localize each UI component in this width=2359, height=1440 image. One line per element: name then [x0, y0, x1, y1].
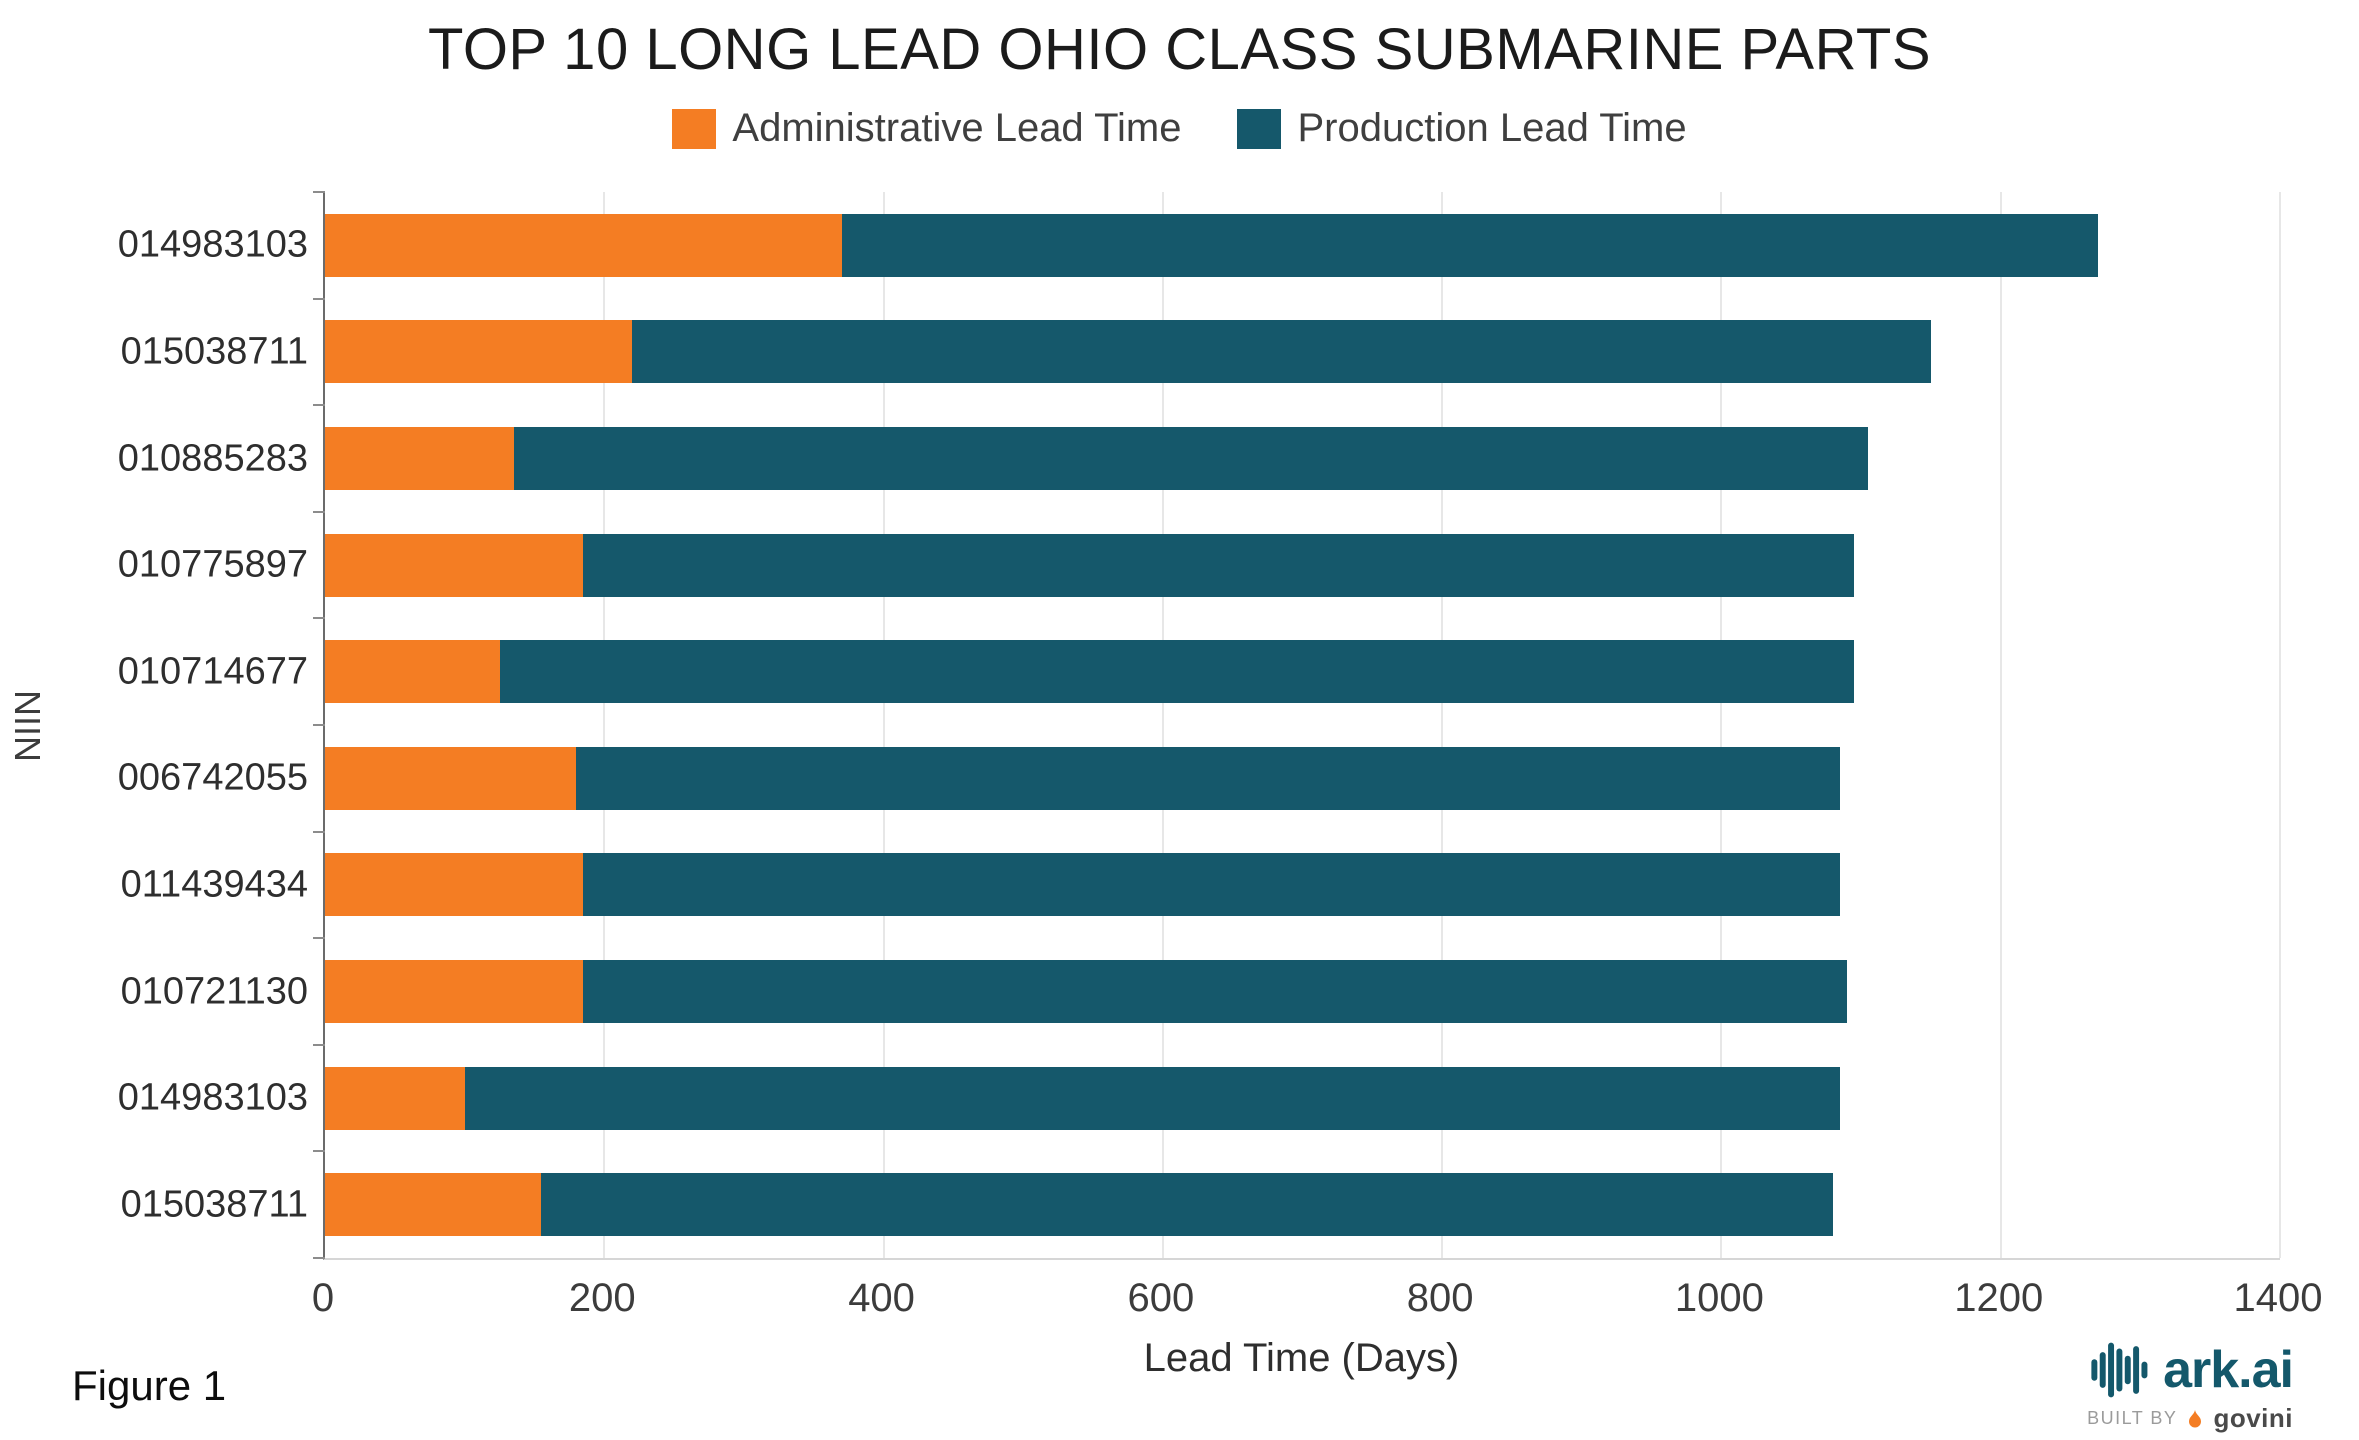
legend-label-production: Production Lead Time — [1297, 106, 1687, 150]
gridline — [603, 192, 606, 1258]
bar-segment-production — [841, 213, 2099, 277]
bar-row — [325, 213, 2099, 277]
bar-row — [325, 427, 1869, 490]
legend-label-administrative: Administrative Lead Time — [732, 106, 1182, 150]
x-tick-label: 1400 — [2233, 1276, 2323, 1320]
bar-segment-administrative — [325, 1173, 542, 1237]
bar-row — [325, 320, 1931, 384]
bar-row — [325, 640, 1855, 704]
built-by-label: BUILT BY — [2087, 1408, 2178, 1428]
y-category-label: 015038711 — [120, 330, 308, 373]
ark-logo: ark.ai — [2089, 1339, 2294, 1401]
bar-segment-production — [583, 853, 1841, 917]
plot-area — [313, 191, 2281, 1260]
y-category-label: 010775897 — [117, 543, 308, 586]
legend-swatch-production — [1237, 108, 1282, 149]
y-tick-mark — [313, 404, 325, 407]
gridline — [2279, 192, 2281, 1258]
bar-segment-administrative — [325, 640, 500, 704]
gridline — [882, 192, 885, 1258]
ark-logo-icon — [2091, 1342, 2148, 1398]
bar-segment-production — [499, 640, 1855, 704]
bar-segment-administrative — [325, 320, 633, 384]
bar-segment-production — [583, 960, 1848, 1023]
y-tick-mark — [313, 191, 325, 193]
bar-row — [325, 746, 1841, 810]
y-tick-mark — [313, 617, 325, 620]
y-tick-mark — [313, 937, 325, 940]
y-category-label: 010885283 — [117, 437, 308, 479]
bar-segment-production — [576, 746, 1841, 810]
bar-segment-administrative — [325, 960, 584, 1023]
x-axis-title: Lead Time (Days) — [1143, 1336, 1460, 1380]
gridline — [1720, 192, 1723, 1258]
built-by-row: BUILT BY govini — [2087, 1403, 2293, 1434]
y-tick-mark — [313, 724, 325, 726]
govini-flame-icon — [2189, 1409, 2202, 1427]
bar-row — [325, 853, 1841, 917]
y-tick-mark — [313, 1043, 325, 1046]
y-tick-mark — [313, 510, 325, 513]
gridline — [1441, 192, 1444, 1258]
bar-segment-production — [583, 533, 1855, 597]
bar-segment-administrative — [325, 427, 514, 490]
bar-segment-administrative — [325, 746, 577, 810]
bar-segment-administrative — [325, 533, 584, 597]
legend-item-administrative: Administrative Lead Time — [672, 106, 1181, 151]
y-category-label: 006742055 — [117, 756, 308, 799]
legend: Administrative Lead Time Production Lead… — [0, 106, 2359, 151]
bar-segment-production — [513, 427, 1869, 490]
y-tick-mark — [313, 297, 325, 300]
legend-item-production: Production Lead Time — [1237, 106, 1687, 151]
gridline — [1161, 192, 1164, 1258]
gridline — [1999, 192, 2002, 1258]
chart-title: TOP 10 LONG LEAD OHIO CLASS SUBMARINE PA… — [427, 17, 1932, 82]
x-tick-label: 1200 — [1954, 1276, 2044, 1320]
ark-logo-text: ark.ai — [2163, 1341, 2294, 1399]
x-tick-label: 0 — [311, 1276, 335, 1320]
bar-segment-administrative — [325, 213, 842, 277]
y-category-label: 011439434 — [120, 863, 308, 906]
x-tick-label: 1000 — [1674, 1276, 1764, 1320]
x-tick-label: 400 — [848, 1276, 915, 1320]
bar-segment-administrative — [325, 853, 584, 917]
y-category-label: 010714677 — [117, 650, 308, 693]
y-tick-mark — [313, 1150, 325, 1153]
y-category-label: 014983103 — [117, 1076, 308, 1119]
bar-row — [325, 960, 1848, 1023]
y-category-label: 015038711 — [120, 1183, 308, 1226]
y-category-label: 010721130 — [120, 970, 308, 1012]
figure-label: Figure 1 — [72, 1362, 227, 1409]
bar-segment-administrative — [325, 1066, 465, 1130]
branding: ark.ai BUILT BY govini — [2087, 1339, 2294, 1434]
legend-swatch-administrative — [672, 108, 717, 149]
govini-logo-text: govini — [2213, 1403, 2293, 1433]
bar-segment-production — [464, 1066, 1841, 1130]
bar-segment-production — [632, 320, 1931, 384]
x-tick-label: 600 — [1127, 1276, 1195, 1320]
bar-row — [325, 1066, 1841, 1130]
x-tick-label: 200 — [568, 1276, 636, 1320]
bar-row — [325, 533, 1855, 597]
y-axis-labels: 014983103 015038711 010885283 010775897 0107… — [0, 192, 308, 1260]
x-axis-tick-labels: 0 200 400 600 800 1000 1200 1400 — [312, 1276, 2323, 1328]
y-category-label: 014983103 — [117, 223, 308, 266]
bar-row — [325, 1173, 1834, 1237]
y-tick-mark — [313, 1257, 325, 1259]
x-tick-label: 800 — [1406, 1276, 1474, 1320]
y-tick-mark — [313, 830, 325, 833]
bar-segment-production — [541, 1173, 1834, 1237]
